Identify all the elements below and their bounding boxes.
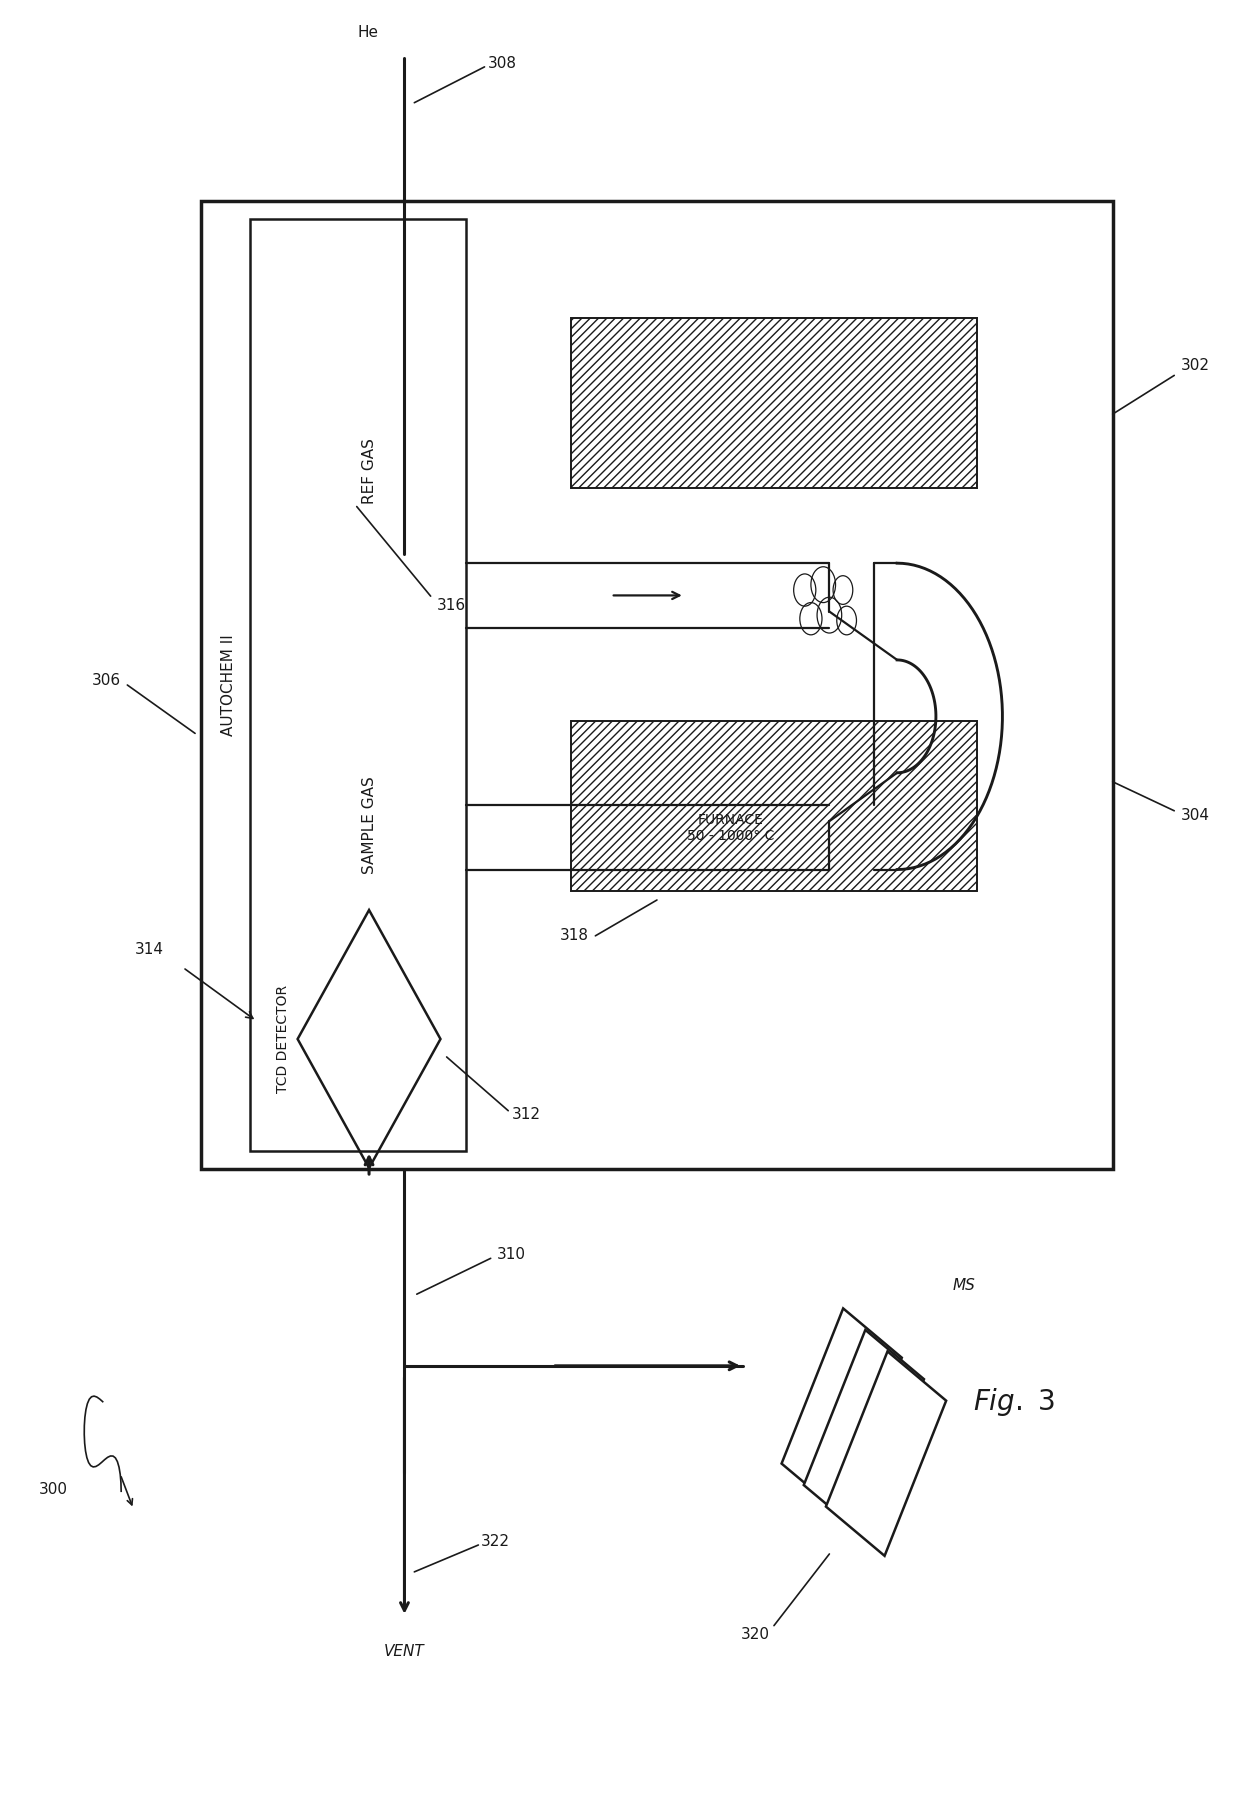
Text: 312: 312 [512,1107,541,1121]
Text: REF GAS: REF GAS [362,437,377,504]
Text: MS: MS [952,1278,976,1292]
Text: TCD DETECTOR: TCD DETECTOR [275,985,290,1093]
Polygon shape [804,1330,924,1534]
Text: 322: 322 [481,1534,510,1550]
Text: AUTOCHEM II: AUTOCHEM II [221,634,236,736]
Polygon shape [826,1352,946,1555]
Text: 304: 304 [1180,808,1209,823]
Polygon shape [781,1309,901,1512]
Text: He: He [357,25,378,40]
Text: FURNACE
50 - 1000° C: FURNACE 50 - 1000° C [687,814,775,844]
Bar [250,220,466,1150]
Text: VENT: VENT [384,1643,425,1658]
Text: 302: 302 [1180,358,1209,373]
Text: 306: 306 [92,673,122,688]
Text: 310: 310 [497,1247,526,1262]
Text: 308: 308 [489,56,517,70]
Text: $\mathit{Fig.\ 3}$: $\mathit{Fig.\ 3}$ [973,1386,1055,1418]
Text: 320: 320 [742,1627,770,1642]
Bar [570,720,977,891]
Text: 316: 316 [436,598,466,612]
Bar [201,202,1112,1168]
Bar [570,319,977,488]
Text: SAMPLE GAS: SAMPLE GAS [362,776,377,873]
Text: 300: 300 [38,1481,68,1498]
Text: 318: 318 [560,929,589,943]
Text: 314: 314 [135,941,164,958]
